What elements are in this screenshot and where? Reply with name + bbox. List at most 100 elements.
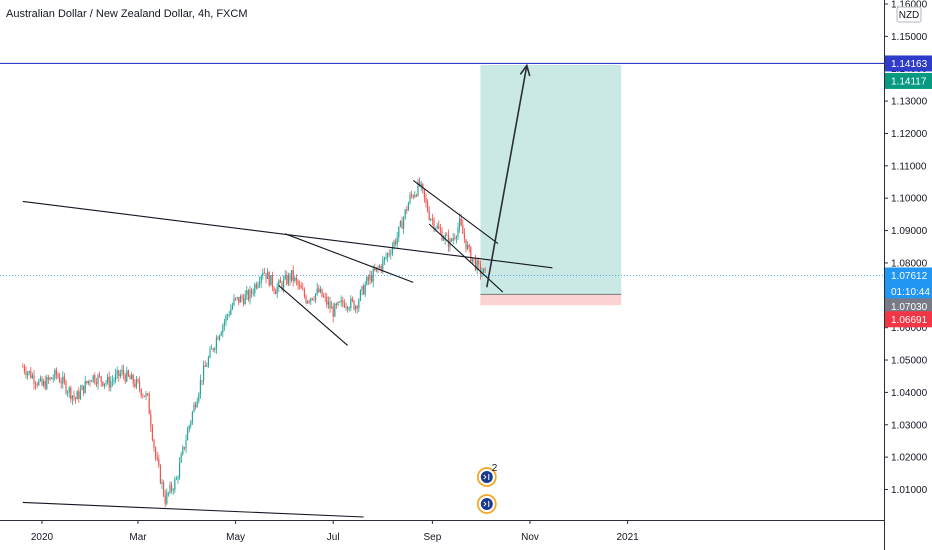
candle[interactable] <box>430 217 432 222</box>
candle[interactable] <box>297 279 299 290</box>
candle[interactable] <box>403 216 405 235</box>
candle[interactable] <box>478 257 480 270</box>
candle[interactable] <box>131 371 133 380</box>
candle[interactable] <box>291 270 293 283</box>
candle[interactable] <box>155 446 157 461</box>
plot-area[interactable] <box>22 64 622 508</box>
candle[interactable] <box>321 288 323 298</box>
candle[interactable] <box>316 282 318 296</box>
candle[interactable] <box>180 451 182 464</box>
candle[interactable] <box>203 360 205 385</box>
candle[interactable] <box>228 311 230 318</box>
candle[interactable] <box>315 293 317 304</box>
candle[interactable] <box>153 438 155 452</box>
candle[interactable] <box>446 232 448 236</box>
candle[interactable] <box>65 379 67 395</box>
event-marker[interactable] <box>476 494 497 514</box>
candle[interactable] <box>318 284 320 293</box>
candle[interactable] <box>273 286 275 295</box>
candle[interactable] <box>388 249 390 258</box>
candle[interactable] <box>103 383 105 390</box>
candle[interactable] <box>63 372 65 385</box>
candle[interactable] <box>303 287 305 299</box>
candle[interactable] <box>348 306 350 312</box>
candle[interactable] <box>51 377 53 380</box>
candle[interactable] <box>425 193 427 208</box>
candle[interactable] <box>433 217 435 233</box>
candle[interactable] <box>279 276 281 283</box>
candle[interactable] <box>307 300 309 304</box>
candle[interactable] <box>220 330 222 337</box>
candle[interactable] <box>55 367 57 380</box>
candle[interactable] <box>409 191 411 205</box>
candle[interactable] <box>327 296 329 309</box>
candle[interactable] <box>439 223 441 235</box>
candle[interactable] <box>214 346 216 353</box>
candle[interactable] <box>265 273 267 284</box>
candle[interactable] <box>289 272 291 286</box>
candle[interactable] <box>187 426 189 441</box>
candle[interactable] <box>447 229 449 252</box>
time-axis[interactable] <box>0 520 884 550</box>
candle[interactable] <box>235 297 237 301</box>
candle[interactable] <box>363 283 365 296</box>
candle[interactable] <box>185 434 187 454</box>
candle[interactable] <box>385 252 387 261</box>
candle[interactable] <box>281 280 283 292</box>
candle[interactable] <box>451 237 453 243</box>
candle[interactable] <box>118 369 120 382</box>
candle[interactable] <box>268 270 270 288</box>
candle[interactable] <box>239 294 241 303</box>
candle[interactable] <box>164 489 166 508</box>
candle[interactable] <box>75 396 77 404</box>
candle[interactable] <box>147 392 149 397</box>
candle[interactable] <box>143 395 145 398</box>
candle[interactable] <box>71 395 73 405</box>
candle[interactable] <box>323 292 325 298</box>
candle[interactable] <box>406 205 408 214</box>
candle[interactable] <box>158 454 160 468</box>
candle[interactable] <box>62 371 64 389</box>
candle[interactable] <box>457 222 459 241</box>
candle[interactable] <box>39 375 41 382</box>
candle[interactable] <box>179 457 181 481</box>
candle[interactable] <box>396 231 398 249</box>
candle[interactable] <box>361 285 363 296</box>
candle[interactable] <box>22 363 24 368</box>
candle[interactable] <box>52 374 54 383</box>
candle[interactable] <box>219 334 221 342</box>
candle[interactable] <box>76 389 78 400</box>
candle[interactable] <box>126 366 128 383</box>
candle[interactable] <box>183 446 185 451</box>
candle[interactable] <box>25 366 27 379</box>
candle[interactable] <box>148 391 150 415</box>
candle[interactable] <box>335 302 337 309</box>
candle[interactable] <box>68 386 70 399</box>
candle[interactable] <box>345 302 347 311</box>
candle[interactable] <box>326 293 328 309</box>
candle[interactable] <box>199 374 201 399</box>
candle[interactable] <box>182 445 184 456</box>
candle[interactable] <box>334 302 336 318</box>
candle[interactable] <box>431 213 433 226</box>
candle[interactable] <box>337 301 339 307</box>
target-arrow[interactable] <box>486 63 531 288</box>
candle[interactable] <box>340 295 342 307</box>
candle[interactable] <box>121 365 123 377</box>
candle[interactable] <box>339 301 341 303</box>
target-price-badge[interactable]: 1.14117 <box>885 72 932 89</box>
candle[interactable] <box>271 271 273 292</box>
candle[interactable] <box>462 219 464 234</box>
candle[interactable] <box>175 476 177 480</box>
candle[interactable] <box>108 371 110 392</box>
candle[interactable] <box>27 370 29 380</box>
candle[interactable] <box>246 285 248 301</box>
candle[interactable] <box>404 208 406 220</box>
candle[interactable] <box>231 302 233 311</box>
candle[interactable] <box>84 376 86 394</box>
candle[interactable] <box>195 401 197 410</box>
target-zone[interactable] <box>480 64 622 295</box>
currency-button[interactable]: NZD <box>896 6 922 23</box>
candle[interactable] <box>422 183 424 194</box>
